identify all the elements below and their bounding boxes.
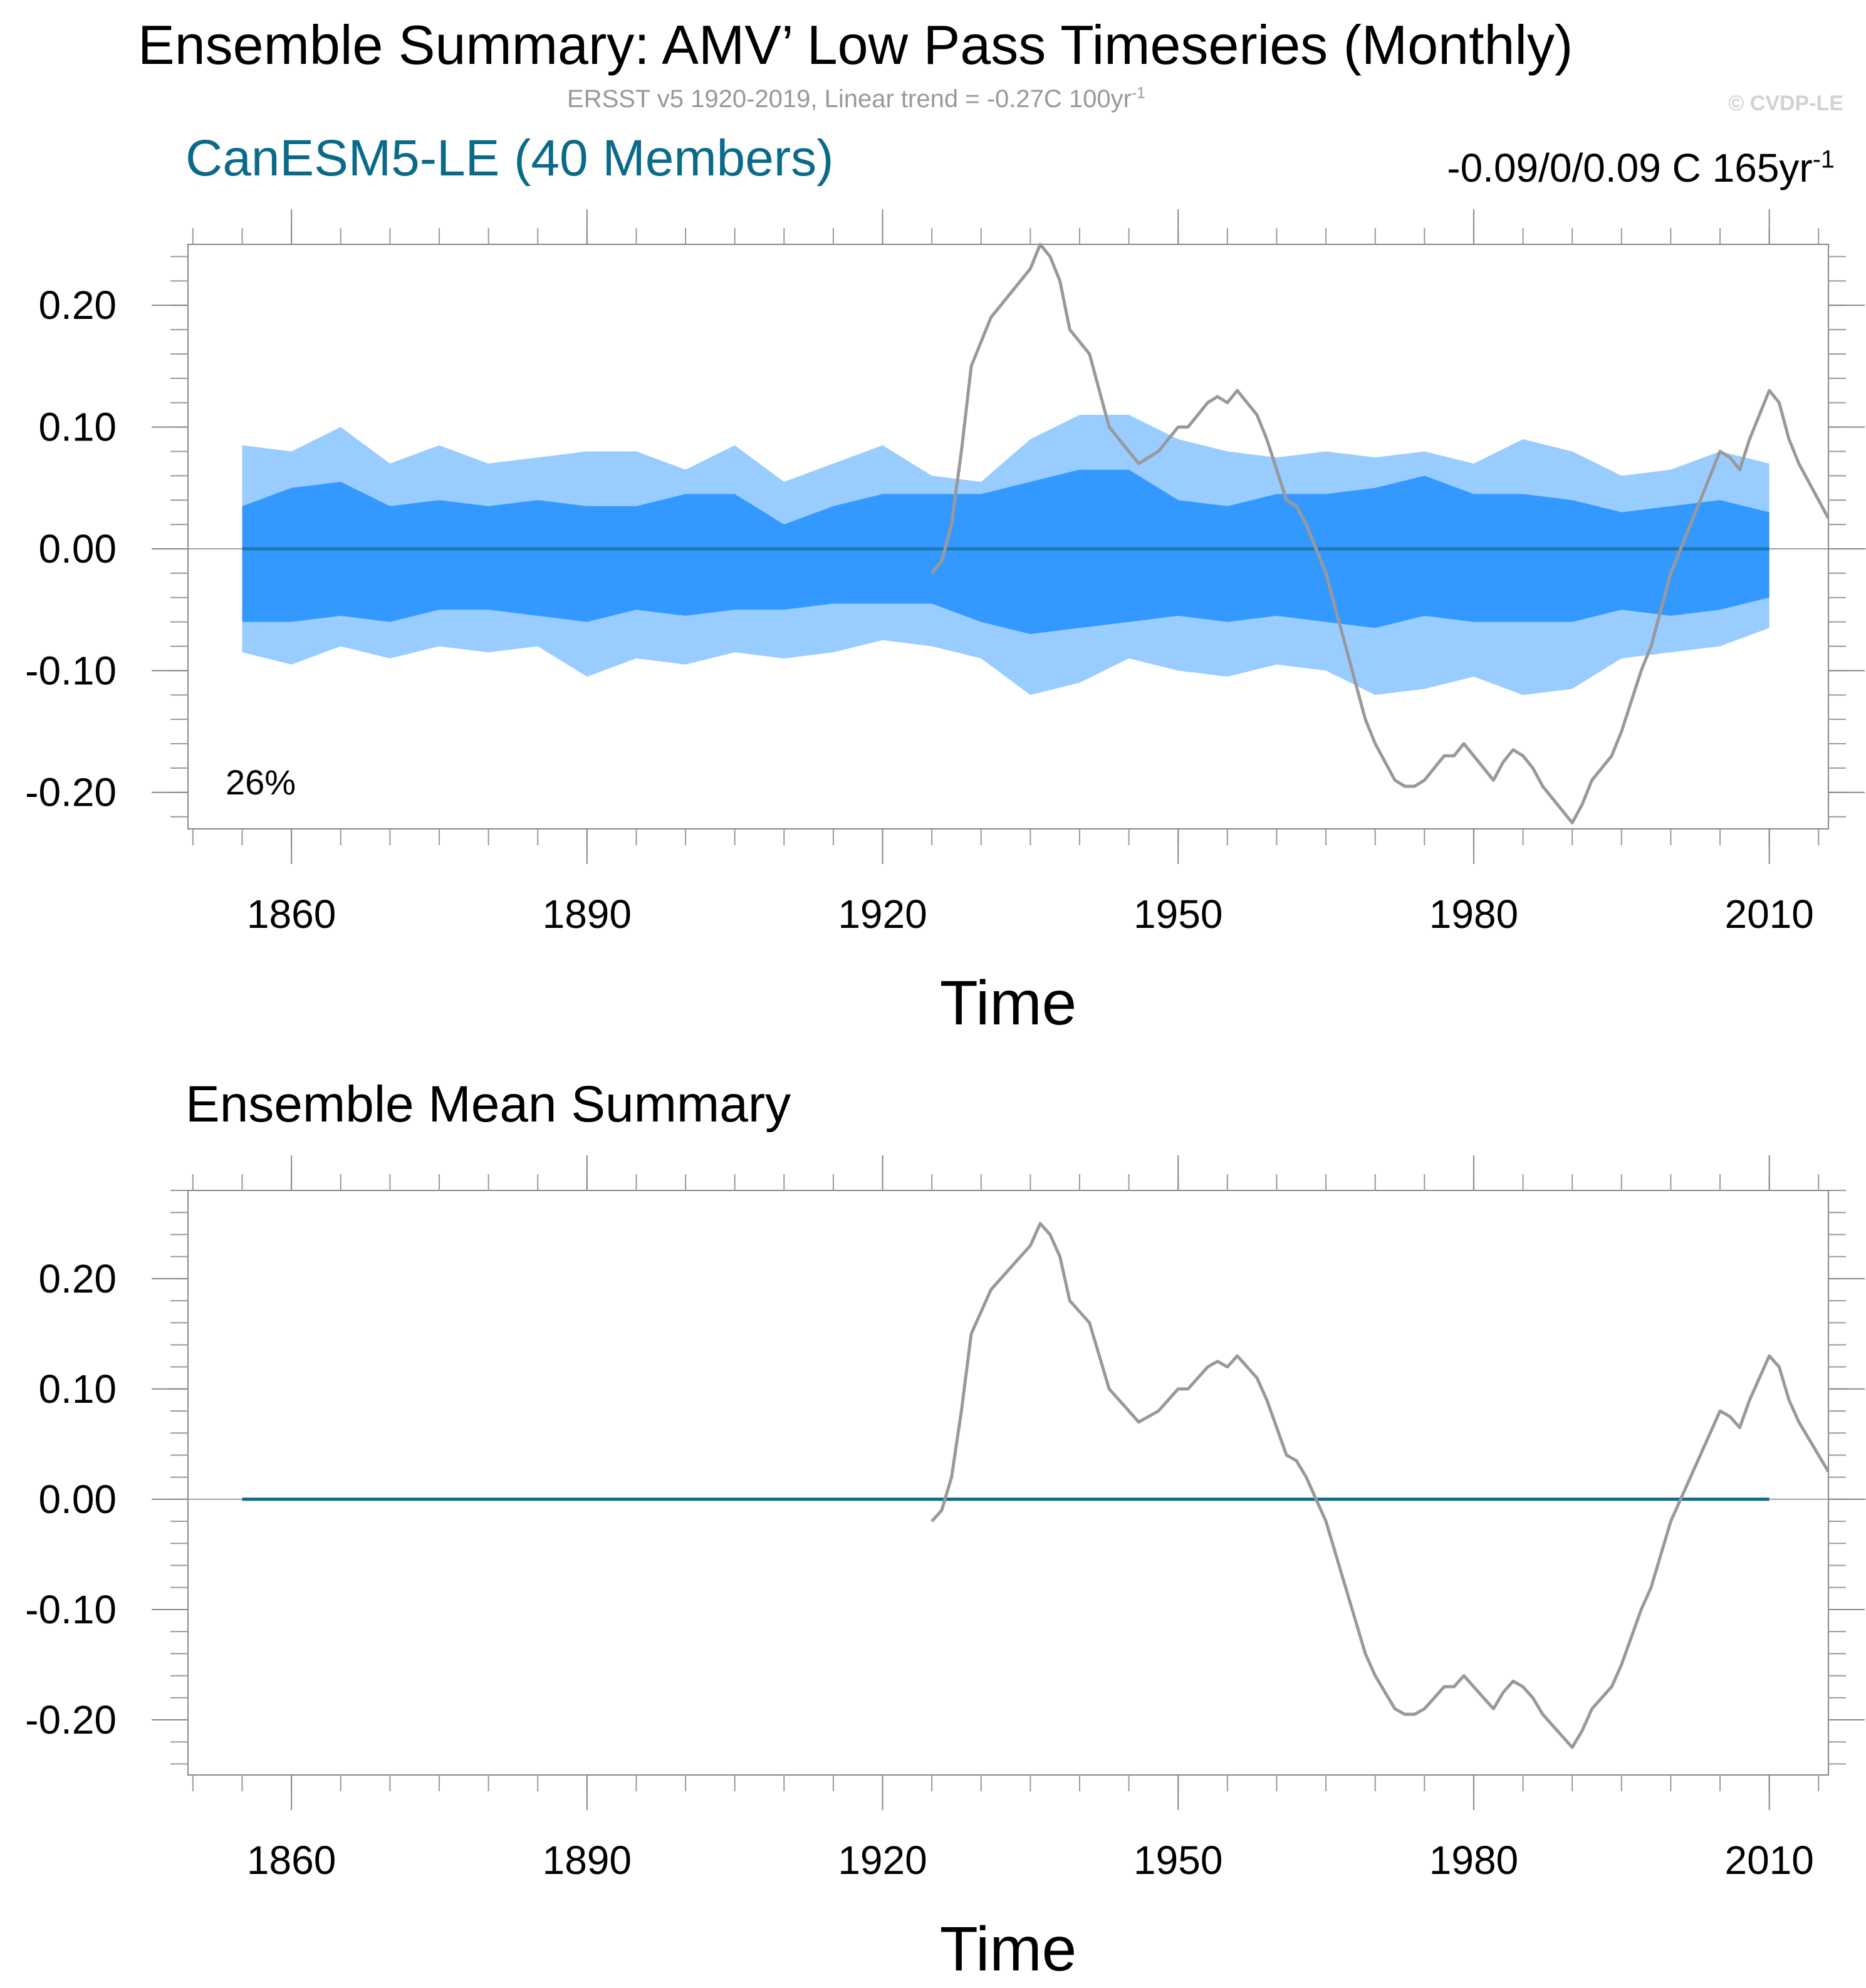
figure-subtitle: ERSST v5 1920-2019, Linear trend = -0.27… bbox=[567, 86, 1145, 112]
observations-line bbox=[930, 1222, 1830, 1749]
x-tick-label: 1980 bbox=[1429, 1838, 1518, 1883]
figure-title: Ensemble Summary: AMV’ Low Pass Timeseri… bbox=[138, 14, 1573, 76]
y-tick-label: 0.10 bbox=[38, 1366, 117, 1412]
cvdp-watermark: © CVDP-LE bbox=[1728, 91, 1843, 115]
x-tick-label: 2010 bbox=[1724, 892, 1813, 937]
trend-superscript: -1 bbox=[1812, 145, 1835, 174]
percent-annotation: 26% bbox=[226, 762, 296, 802]
x-tick-label: 2010 bbox=[1724, 1838, 1813, 1883]
x-tick-label: 1890 bbox=[543, 1838, 632, 1883]
top-chart-panel: 0.20 0.10 0.00 -0.10 -0.20 1860 1890 1920 1950 19… bbox=[25, 209, 1866, 1038]
y-tick-label: 0.20 bbox=[38, 283, 117, 328]
plot-frame bbox=[187, 1190, 1829, 1776]
y-tick-label: 0.00 bbox=[38, 1477, 117, 1522]
x-axis-label: Time bbox=[940, 968, 1077, 1038]
ensemble-mean-title: Ensemble Mean Summary bbox=[185, 1076, 791, 1133]
bottom-chart-panel: 0.20 0.10 0.00 -0.10 -0.20 1860 1890 1920 1950 19… bbox=[25, 1155, 1866, 1984]
x-tick-label: 1860 bbox=[247, 892, 336, 937]
y-tick-label: 0.20 bbox=[38, 1256, 117, 1301]
y-tick-label: 0.10 bbox=[38, 405, 117, 450]
x-tick-label: 1920 bbox=[838, 1838, 927, 1883]
x-tick-label: 1950 bbox=[1134, 1838, 1222, 1883]
x-tick-label: 1980 bbox=[1429, 892, 1518, 937]
x-tick-label: 1920 bbox=[838, 892, 927, 937]
x-tick-label: 1860 bbox=[247, 1838, 336, 1883]
model-title: CanESM5-LE (40 Members) bbox=[185, 130, 834, 187]
subtitle-superscript: -1 bbox=[1131, 85, 1145, 102]
trend-label: -0.09/0/0.09 C 165yr-1 bbox=[1447, 145, 1835, 190]
plot-frame bbox=[187, 244, 1829, 830]
observations-line bbox=[930, 242, 1830, 825]
y-tick-label: -0.20 bbox=[25, 1697, 117, 1742]
x-tick-label: 1890 bbox=[543, 892, 632, 937]
inner-spread-band bbox=[242, 469, 1770, 634]
y-tick-label: 0.00 bbox=[38, 526, 117, 571]
trend-text: -0.09/0/0.09 C 165yr bbox=[1447, 145, 1813, 190]
y-tick-label: -0.10 bbox=[25, 1587, 117, 1632]
y-tick-label: -0.10 bbox=[25, 648, 117, 693]
y-tick-label: -0.20 bbox=[25, 770, 117, 815]
x-tick-label: 1950 bbox=[1134, 892, 1222, 937]
subtitle-text: ERSST v5 1920-2019, Linear trend = -0.27… bbox=[567, 85, 1132, 113]
x-axis-label: Time bbox=[940, 1914, 1077, 1984]
